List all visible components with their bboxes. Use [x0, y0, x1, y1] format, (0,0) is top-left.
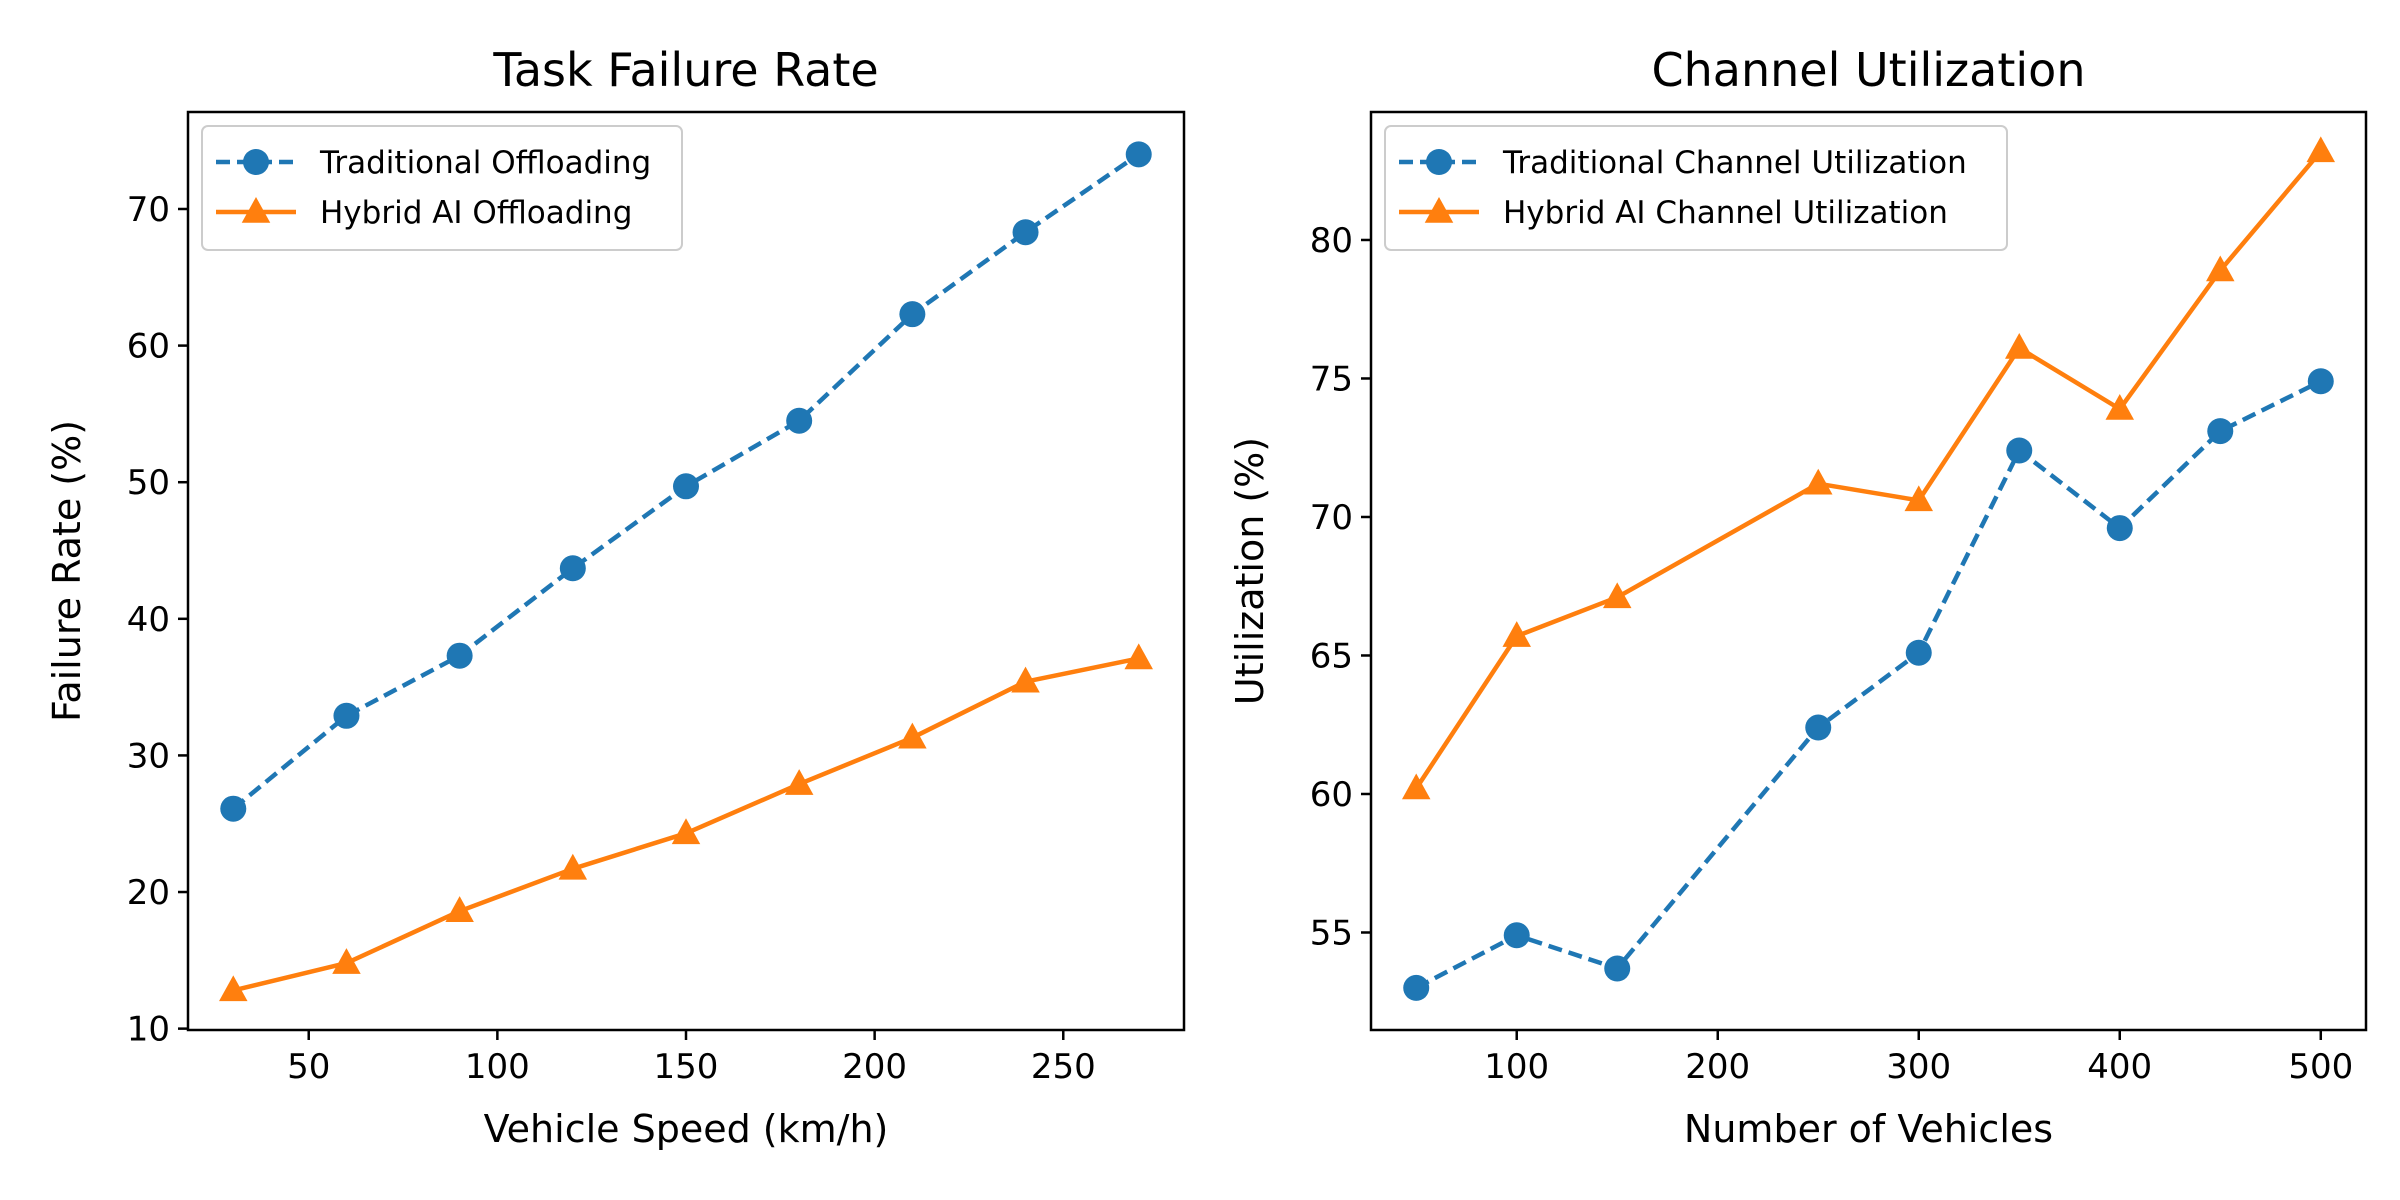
data-point [671, 818, 701, 845]
y-tick-label: 20 [127, 873, 170, 913]
legend-label: Traditional Offloading [319, 145, 651, 181]
data-point [786, 407, 813, 434]
legend: Traditional Channel Utilization Hybrid AI… [1384, 125, 2008, 251]
data-point [333, 702, 360, 729]
data-point [446, 642, 473, 669]
x-axis-label: Vehicle Speed (km/h) [484, 1107, 889, 1151]
series-hybrid-ai [219, 643, 1153, 1002]
legend-marker [243, 149, 269, 175]
data-point [220, 795, 247, 822]
data-point [1904, 485, 1934, 512]
x-tick-label: 200 [1685, 1047, 1750, 1087]
data-point [332, 948, 361, 974]
x-tick-label: 150 [654, 1047, 719, 1087]
data-point [2307, 368, 2334, 395]
y-tick-label: 75 [1310, 359, 1353, 399]
data-point [2005, 333, 2034, 359]
data-point [1805, 714, 1832, 741]
y-tick-label: 30 [127, 736, 170, 776]
chart-1: Task Failure Rate 50 100 150 200 250 10 20 30 40 5… [45, 43, 1186, 1151]
data-point [1502, 621, 1531, 647]
data-point [898, 722, 927, 749]
y-axis-label: Failure Rate (%) [45, 420, 89, 722]
data-point [2006, 437, 2033, 464]
x-tick-label: 100 [465, 1047, 530, 1087]
y-tick-label: 60 [1310, 775, 1353, 815]
legend-marker [1424, 197, 1454, 223]
data-point [899, 301, 926, 328]
x-tick-label: 400 [2087, 1047, 2152, 1087]
data-point [445, 896, 474, 922]
chart-title: Task Failure Rate [492, 43, 878, 97]
data-point [784, 769, 814, 795]
chart-2: Channel Utilization 100 200 300 400 500 55 60 65… [1228, 43, 2368, 1151]
y-tick-label: 55 [1310, 913, 1353, 953]
data-point [1905, 639, 1932, 666]
legend-label: Hybrid AI Offloading [320, 195, 632, 231]
plot-frame [1369, 110, 2368, 1032]
x-tick-label: 100 [1484, 1047, 1549, 1087]
x-axis-label: Number of Vehicles [1684, 1107, 2053, 1151]
data-point [1403, 974, 1430, 1001]
y-tick-label: 70 [1310, 498, 1353, 538]
legend-frame [201, 125, 683, 251]
data-point [1012, 219, 1039, 246]
data-point [558, 853, 588, 880]
data-point [2105, 393, 2135, 420]
chart-title: Channel Utilization [1652, 43, 2086, 97]
y-tick-label: 65 [1310, 636, 1353, 676]
data-point [673, 473, 699, 500]
legend-frame [1384, 125, 2008, 251]
data-point [2207, 418, 2234, 445]
series-traditional [220, 141, 1152, 822]
y-tick-label: 10 [127, 1010, 170, 1050]
x-tick-label: 50 [287, 1047, 330, 1087]
data-point [1401, 773, 1431, 800]
data-point [2206, 255, 2235, 282]
data-point [2106, 515, 2133, 542]
x-tick-label: 200 [842, 1047, 907, 1087]
data-point [1125, 141, 1152, 168]
legend-label: Traditional Channel Utilization [1502, 145, 1967, 181]
plot-frame [186, 110, 1186, 1032]
data-point [1803, 468, 1833, 495]
data-point [559, 555, 586, 582]
y-tick-label: 40 [127, 600, 170, 640]
x-tick-label: 300 [1886, 1047, 1951, 1087]
legend-marker [241, 197, 271, 223]
y-tick-label: 60 [127, 327, 170, 367]
x-tick-label: 250 [1031, 1047, 1096, 1087]
data-point [1602, 582, 1632, 609]
y-tick-label: 70 [127, 190, 170, 230]
series-hybrid-ai [1401, 136, 2336, 800]
data-point [2306, 136, 2336, 163]
legend-marker [1426, 149, 1452, 175]
x-tick-label: 500 [2288, 1047, 2353, 1087]
data-point [219, 975, 248, 1002]
y-axis-label: Utilization (%) [1228, 437, 1272, 705]
y-tick-label: 50 [127, 463, 170, 503]
data-point [1503, 922, 1530, 949]
legend-label: Hybrid AI Channel Utilization [1503, 195, 1948, 231]
series-line [1415, 379, 2322, 990]
series-traditional [1403, 368, 2334, 1001]
data-point [1011, 666, 1040, 693]
data-point [1604, 955, 1631, 982]
y-tick-label: 80 [1310, 221, 1353, 261]
legend: Traditional Offloading Hybrid AI Offloadi… [201, 125, 683, 251]
data-point [1124, 643, 1153, 670]
